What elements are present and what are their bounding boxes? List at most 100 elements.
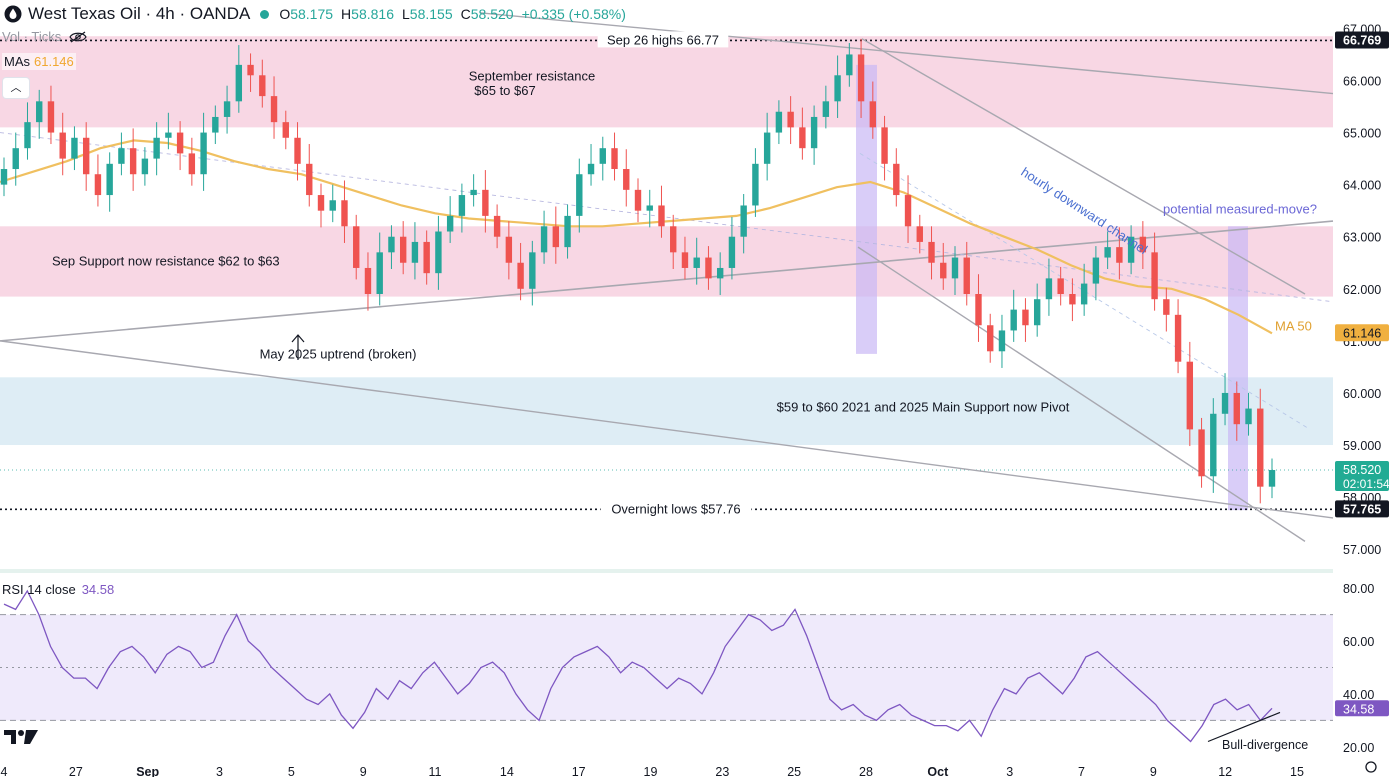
price-tag-bg <box>1335 31 1389 49</box>
candle <box>1104 231 1111 270</box>
price-tick-label: 62.000 <box>1343 283 1381 297</box>
candle-body <box>153 137 160 159</box>
rsi-tag-bg <box>1335 700 1389 717</box>
candle <box>564 204 571 259</box>
candle <box>646 189 653 228</box>
candle <box>529 240 536 306</box>
eye-hidden-icon[interactable] <box>69 31 87 43</box>
candle <box>423 230 430 285</box>
close-label: C <box>460 6 471 22</box>
rsi-tag-value: 34.58 <box>1343 702 1374 716</box>
price-tag-value: 57.765 <box>1343 502 1381 516</box>
candle-body <box>517 262 524 289</box>
candle-body <box>388 236 395 253</box>
candle-body <box>928 241 935 263</box>
rsi-line <box>3 589 1273 743</box>
candle <box>634 178 642 223</box>
candle-body <box>399 236 407 263</box>
candle <box>341 180 348 243</box>
candle <box>59 112 66 176</box>
high-value: 58.816 <box>351 6 394 22</box>
candle <box>611 132 618 181</box>
open-value: 58.175 <box>290 6 334 22</box>
rsi-tick-label: 80.00 <box>1343 582 1374 596</box>
annotation-measured-move: potential measured-move? <box>1163 201 1317 216</box>
candle-body <box>799 127 806 149</box>
candle <box>1186 341 1194 447</box>
time-tick-label: 14 <box>500 765 514 777</box>
rsi-legend-value: 34.58 <box>81 582 115 597</box>
volume-label: Vol · Ticks <box>2 29 62 44</box>
candle <box>493 204 501 249</box>
candle <box>329 184 336 223</box>
candle <box>24 102 31 160</box>
candle <box>775 100 783 145</box>
candle <box>799 107 806 160</box>
candle <box>998 314 1006 368</box>
price-tag-value: 61.146 <box>1343 326 1381 340</box>
candle-body <box>423 241 430 274</box>
candle-body <box>611 148 618 170</box>
candle <box>235 45 243 113</box>
zones-layer <box>0 36 1333 573</box>
candle <box>1116 227 1123 280</box>
candle-body <box>740 205 747 237</box>
collapse-legend-button[interactable]: ︿ <box>2 77 30 99</box>
candle <box>223 85 231 134</box>
candle-body <box>1245 408 1252 425</box>
symbol-title[interactable]: West Texas Oil · 4h · OANDA <box>28 4 251 23</box>
upper-trendline <box>479 12 1334 95</box>
candle <box>129 128 137 191</box>
candle <box>71 126 78 171</box>
market-status-dot <box>260 9 270 19</box>
volume-indicator[interactable]: Vol · Ticks <box>2 29 87 44</box>
candle <box>1139 221 1147 270</box>
candle-body <box>1257 408 1264 487</box>
candle-body <box>1198 429 1205 477</box>
candle <box>1033 283 1041 337</box>
candle-body <box>247 64 254 76</box>
candle <box>306 144 313 207</box>
candle <box>1069 278 1076 322</box>
candle <box>552 206 560 264</box>
candle-body <box>364 267 372 294</box>
candle-body <box>411 241 419 263</box>
candle-body <box>1127 236 1135 263</box>
candle <box>540 210 548 264</box>
tradingview-logo-icon[interactable] <box>4 728 38 746</box>
price-tag-bg <box>1335 324 1389 342</box>
candle <box>599 136 606 181</box>
candle-body <box>857 54 865 102</box>
price-tag-bg <box>1335 461 1389 492</box>
time-tick-label: 28 <box>859 765 873 777</box>
label-sep26-highs-bg <box>597 31 729 48</box>
rsi-legend[interactable]: RSI 14 close 34.58 <box>2 582 114 597</box>
candle-body <box>129 148 137 175</box>
candle-body <box>0 169 8 185</box>
candle <box>1210 398 1217 493</box>
candle-body <box>1268 470 1276 487</box>
measured-move-box-1 <box>856 64 877 354</box>
candle <box>411 222 419 280</box>
candle <box>364 252 372 311</box>
price-tick-label: 63.000 <box>1343 231 1381 245</box>
candle <box>705 246 712 290</box>
candle-body <box>1210 413 1217 477</box>
ma-indicator-legend[interactable]: MAs 61.146 <box>2 53 76 70</box>
time-tick-label: 5 <box>288 765 295 777</box>
candle <box>47 85 55 145</box>
candle-body <box>94 174 102 196</box>
candle <box>1080 263 1088 316</box>
candle <box>153 122 160 176</box>
label-overnight-lows: Overnight lows $57.76 <box>611 501 740 516</box>
candle <box>846 42 853 87</box>
price-tag-bg <box>1335 500 1389 518</box>
candle-body <box>681 252 689 268</box>
candle-body <box>165 132 172 138</box>
candle-body <box>881 127 888 164</box>
candle <box>728 216 736 280</box>
candle-body <box>1080 283 1088 305</box>
chevron-up-icon: ︿ <box>10 82 22 94</box>
time-tick-label: Oct <box>927 765 949 777</box>
